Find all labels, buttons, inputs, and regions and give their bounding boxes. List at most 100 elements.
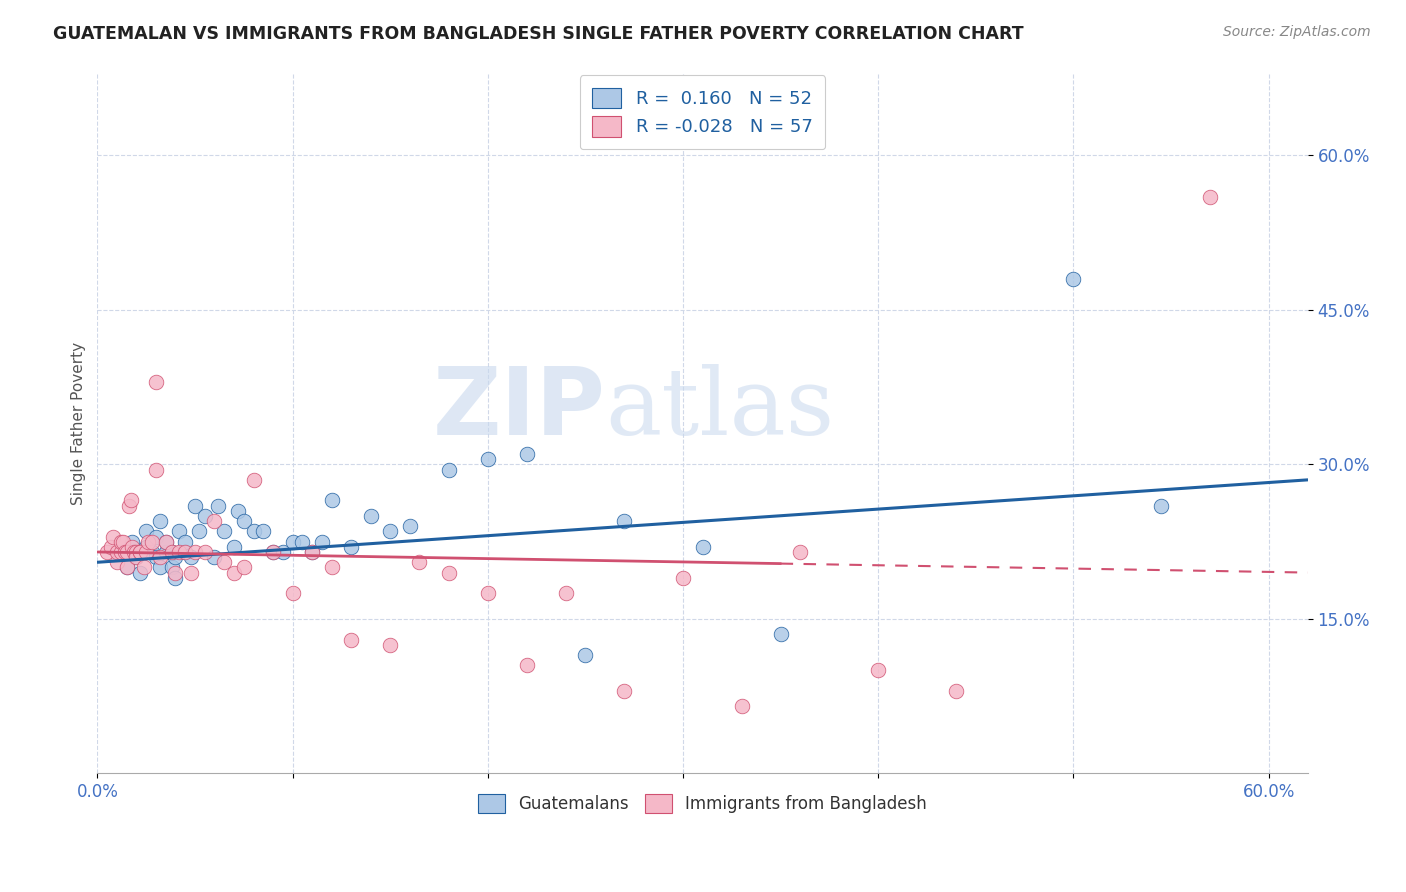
Point: [262, 545, 284, 559]
Point: [145, 550, 167, 565]
Point: [136, 534, 159, 549]
Point: [380, 638, 402, 652]
Point: [105, 555, 128, 569]
Point: [174, 545, 197, 559]
Point: [187, 524, 209, 539]
Point: [868, 664, 890, 678]
Point: [135, 524, 157, 539]
Point: [194, 545, 217, 559]
Point: [149, 560, 172, 574]
Point: [169, 545, 191, 559]
Point: [184, 545, 207, 559]
Point: [321, 493, 343, 508]
Point: [437, 462, 460, 476]
Point: [96, 545, 118, 559]
Point: [129, 566, 152, 580]
Point: [121, 534, 143, 549]
Text: Source: ZipAtlas.com: Source: ZipAtlas.com: [1223, 25, 1371, 39]
Point: [135, 545, 157, 559]
Point: [281, 534, 304, 549]
Point: [129, 545, 152, 559]
Point: [111, 534, 134, 549]
Point: [115, 545, 138, 559]
Point: [165, 550, 187, 565]
Point: [321, 560, 343, 574]
Point: [141, 534, 163, 549]
Point: [100, 540, 122, 554]
Point: [613, 684, 636, 698]
Point: [291, 534, 314, 549]
Point: [242, 473, 264, 487]
Text: atlas: atlas: [606, 364, 835, 454]
Point: [516, 658, 538, 673]
Point: [134, 560, 156, 574]
Y-axis label: Single Father Poverty: Single Father Poverty: [72, 342, 86, 505]
Point: [1062, 272, 1084, 286]
Point: [115, 560, 138, 574]
Point: [207, 499, 229, 513]
Point: [613, 514, 636, 528]
Legend: Guatemalans, Immigrants from Bangladesh: Guatemalans, Immigrants from Bangladesh: [467, 782, 939, 824]
Point: [101, 529, 124, 543]
Point: [125, 550, 148, 565]
Point: [155, 534, 177, 549]
Point: [222, 566, 245, 580]
Point: [180, 550, 202, 565]
Point: [204, 514, 226, 528]
Point: [340, 632, 363, 647]
Point: [145, 529, 167, 543]
Point: [271, 545, 294, 559]
Point: [477, 452, 499, 467]
Point: [516, 447, 538, 461]
Point: [165, 571, 187, 585]
Point: [114, 545, 136, 559]
Point: [380, 524, 402, 539]
Point: [437, 566, 460, 580]
Point: [574, 648, 596, 662]
Point: [554, 586, 576, 600]
Point: [945, 684, 967, 698]
Point: [121, 540, 143, 554]
Point: [1150, 499, 1173, 513]
Point: [232, 514, 254, 528]
Point: [311, 534, 333, 549]
Point: [120, 493, 142, 508]
Point: [117, 499, 139, 513]
Point: [212, 524, 235, 539]
Point: [360, 508, 382, 523]
Point: [174, 545, 197, 559]
Point: [301, 545, 323, 559]
Point: [160, 545, 183, 559]
Point: [180, 566, 202, 580]
Point: [730, 699, 752, 714]
Point: [232, 560, 254, 574]
Point: [252, 524, 274, 539]
Point: [149, 550, 172, 565]
Point: [169, 524, 191, 539]
Point: [242, 524, 264, 539]
Point: [222, 540, 245, 554]
Point: [115, 560, 138, 574]
Point: [408, 555, 430, 569]
Point: [124, 545, 146, 559]
Point: [477, 586, 499, 600]
Point: [125, 545, 148, 559]
Point: [125, 550, 148, 565]
Point: [155, 545, 177, 559]
Point: [129, 545, 152, 559]
Point: [110, 534, 132, 549]
Point: [184, 499, 207, 513]
Point: [160, 545, 183, 559]
Point: [226, 504, 249, 518]
Point: [204, 550, 226, 565]
Text: GUATEMALAN VS IMMIGRANTS FROM BANGLADESH SINGLE FATHER POVERTY CORRELATION CHART: GUATEMALAN VS IMMIGRANTS FROM BANGLADESH…: [53, 25, 1024, 43]
Point: [262, 545, 284, 559]
Point: [110, 545, 132, 559]
Point: [769, 627, 792, 641]
Point: [281, 586, 304, 600]
Point: [145, 462, 167, 476]
Point: [194, 508, 217, 523]
Point: [155, 534, 177, 549]
Point: [105, 545, 128, 559]
Point: [212, 555, 235, 569]
